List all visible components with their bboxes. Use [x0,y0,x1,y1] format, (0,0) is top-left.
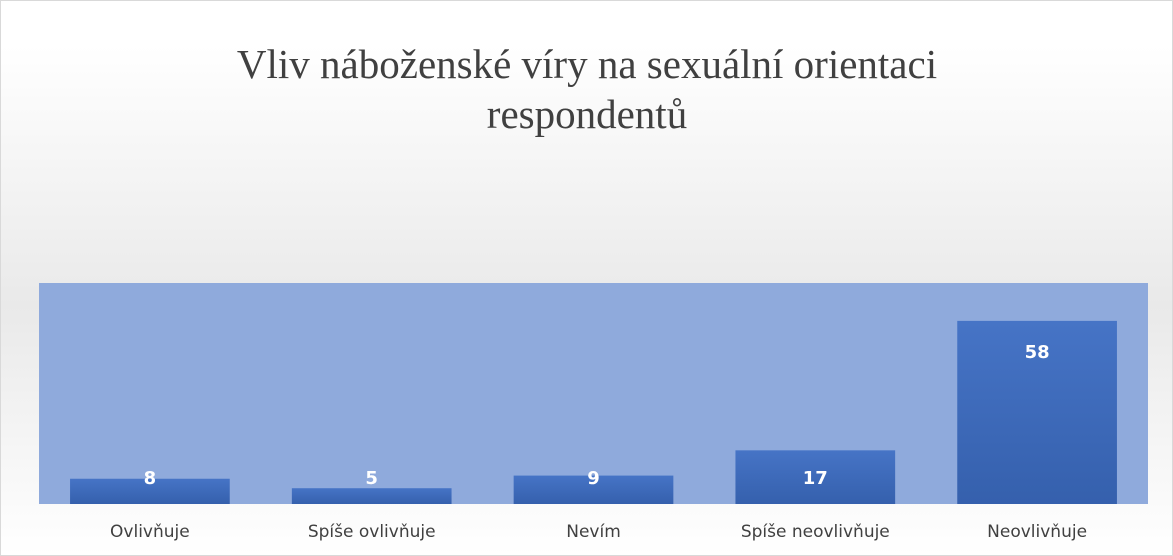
x-tick-label: Spíše ovlivňuje [308,522,436,542]
data-label: 17 [803,468,828,489]
x-tick-label: Spíše neovlivňuje [741,522,890,542]
bar [70,478,230,504]
bar [513,475,674,504]
data-label: 5 [365,468,378,489]
data-label: 58 [1025,342,1050,363]
data-label: 9 [587,468,600,489]
bar [291,488,452,504]
x-tick-label: Ovlivňuje [110,522,190,542]
chart-title: Vliv náboženské víry na sexuální orienta… [236,41,938,137]
data-label: 8 [144,468,157,489]
bar [735,450,896,504]
x-tick-label: Nevím [566,522,621,542]
bar [957,320,1117,504]
x-tick-label: Neovlivňuje [987,522,1087,542]
